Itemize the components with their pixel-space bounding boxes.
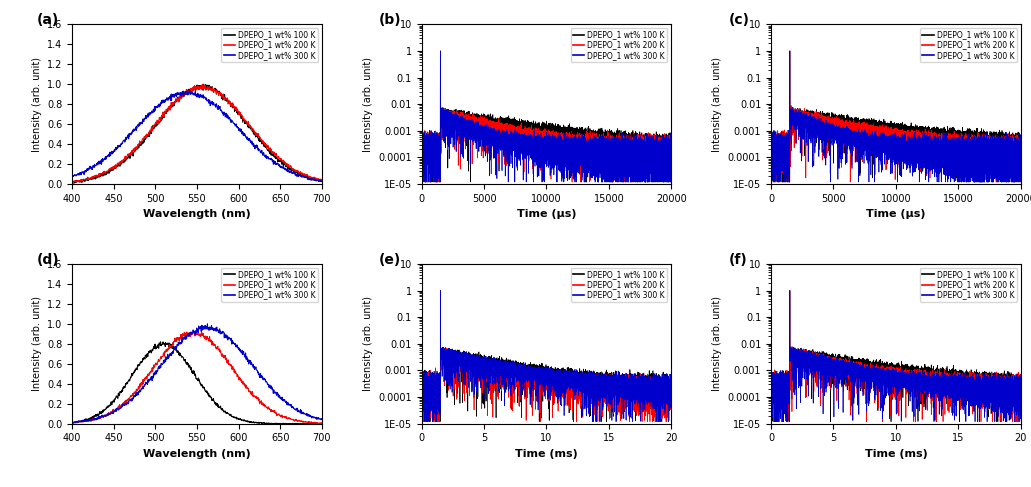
X-axis label: Time (ms): Time (ms): [865, 449, 927, 459]
Y-axis label: Intensity (arb. unit): Intensity (arb. unit): [712, 296, 722, 392]
Y-axis label: Intensity (arb. unit): Intensity (arb. unit): [363, 296, 373, 392]
X-axis label: Time (μs): Time (μs): [517, 209, 576, 219]
Legend: DPEPO_1 wt% 100 K, DPEPO_1 wt% 200 K, DPEPO_1 wt% 300 K: DPEPO_1 wt% 100 K, DPEPO_1 wt% 200 K, DP…: [920, 268, 1017, 301]
X-axis label: Wavelength (nm): Wavelength (nm): [143, 449, 251, 459]
Text: (b): (b): [379, 13, 402, 27]
Legend: DPEPO_1 wt% 100 K, DPEPO_1 wt% 200 K, DPEPO_1 wt% 300 K: DPEPO_1 wt% 100 K, DPEPO_1 wt% 200 K, DP…: [571, 28, 667, 62]
X-axis label: Time (ms): Time (ms): [516, 449, 577, 459]
Text: (e): (e): [379, 253, 401, 267]
Text: (a): (a): [37, 13, 60, 27]
Legend: DPEPO_1 wt% 100 K, DPEPO_1 wt% 200 K, DPEPO_1 wt% 300 K: DPEPO_1 wt% 100 K, DPEPO_1 wt% 200 K, DP…: [571, 268, 667, 301]
X-axis label: Time (μs): Time (μs): [866, 209, 926, 219]
Legend: DPEPO_1 wt% 100 K, DPEPO_1 wt% 200 K, DPEPO_1 wt% 300 K: DPEPO_1 wt% 100 K, DPEPO_1 wt% 200 K, DP…: [222, 268, 318, 301]
Y-axis label: Intensity (arb. unit): Intensity (arb. unit): [363, 56, 373, 152]
Y-axis label: Intensity (arb. unit): Intensity (arb. unit): [32, 56, 41, 152]
X-axis label: Wavelength (nm): Wavelength (nm): [143, 209, 251, 219]
Legend: DPEPO_1 wt% 100 K, DPEPO_1 wt% 200 K, DPEPO_1 wt% 300 K: DPEPO_1 wt% 100 K, DPEPO_1 wt% 200 K, DP…: [222, 28, 318, 62]
Y-axis label: Intensity (arb. unit): Intensity (arb. unit): [712, 56, 722, 152]
Y-axis label: Intensity (arb. unit): Intensity (arb. unit): [32, 296, 41, 392]
Legend: DPEPO_1 wt% 100 K, DPEPO_1 wt% 200 K, DPEPO_1 wt% 300 K: DPEPO_1 wt% 100 K, DPEPO_1 wt% 200 K, DP…: [920, 28, 1017, 62]
Text: (c): (c): [729, 13, 750, 27]
Text: (d): (d): [37, 253, 60, 267]
Text: (f): (f): [729, 253, 747, 267]
